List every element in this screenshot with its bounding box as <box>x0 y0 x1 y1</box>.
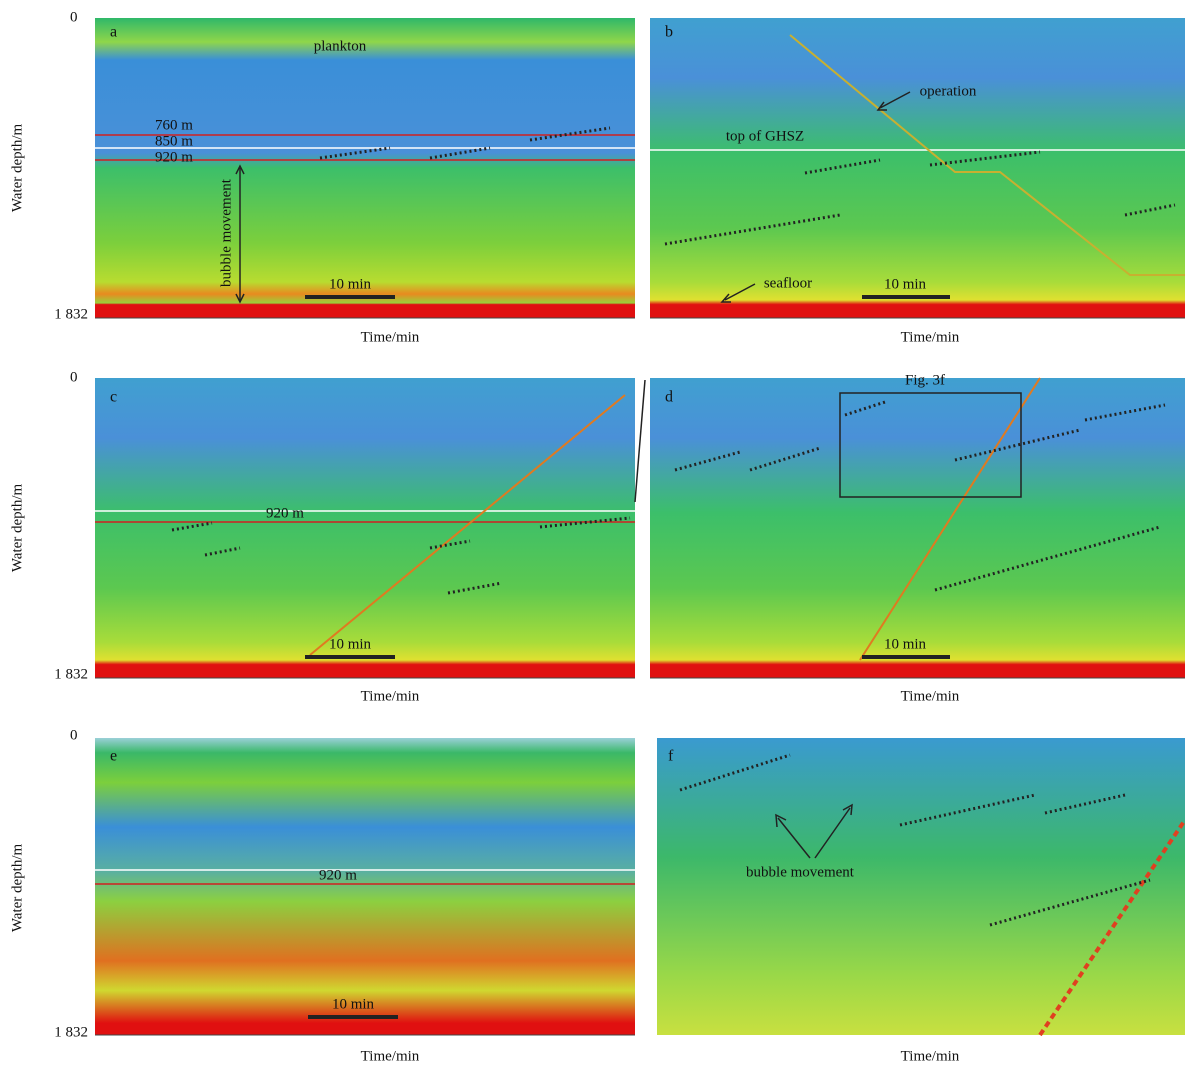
annotation: seafloor <box>764 275 812 291</box>
echogram <box>95 738 635 1035</box>
y-axis-label: Water depth/m <box>9 844 25 933</box>
panel-label: d <box>665 389 673 406</box>
scale-label: 10 min <box>884 276 927 292</box>
annotation: 920 m <box>155 149 193 165</box>
annotation: plankton <box>314 38 367 54</box>
y-tick: 1 832 <box>54 306 88 322</box>
y-tick: 0 <box>70 369 78 385</box>
figure: a 0 1 832 Water depth/m Time/min 10 min … <box>0 0 1189 1068</box>
annotation: 920 m <box>266 505 304 521</box>
annotation: bubble movement <box>746 864 855 880</box>
echogram <box>650 18 1185 318</box>
y-axis-label: Water depth/m <box>9 124 25 213</box>
scale-label: 10 min <box>329 276 372 292</box>
y-tick: 1 832 <box>54 1024 88 1040</box>
panel-label: f <box>668 748 674 765</box>
x-axis-label: Time/min <box>361 329 420 345</box>
panel-label: b <box>665 24 673 41</box>
annotation: 850 m <box>155 133 193 149</box>
echogram <box>95 18 635 318</box>
annotation: Fig. 3f <box>905 372 945 388</box>
y-tick: 0 <box>70 9 78 25</box>
annotation: top of GHSZ <box>726 128 804 144</box>
echogram <box>650 378 1185 678</box>
y-tick: 0 <box>70 727 78 743</box>
x-axis-label: Time/min <box>361 688 420 704</box>
x-axis-label: Time/min <box>901 1048 960 1064</box>
scale-label: 10 min <box>884 636 927 652</box>
x-axis-label: Time/min <box>901 329 960 345</box>
panel-label: a <box>110 24 117 41</box>
scale-label: 10 min <box>329 636 372 652</box>
annotation: 760 m <box>155 117 193 133</box>
annotation: 920 m <box>319 867 357 883</box>
y-tick: 1 832 <box>54 666 88 682</box>
y-axis-label: Water depth/m <box>9 484 25 573</box>
panel-label: c <box>110 389 117 406</box>
echogram <box>95 378 635 678</box>
echogram <box>657 738 1185 1035</box>
x-axis-label: Time/min <box>361 1048 420 1064</box>
inset-connector <box>635 380 645 502</box>
annotation: bubble movement <box>218 178 234 287</box>
panel-label: e <box>110 748 117 765</box>
scale-label: 10 min <box>332 996 375 1012</box>
annotation: operation <box>920 83 977 99</box>
x-axis-label: Time/min <box>901 688 960 704</box>
